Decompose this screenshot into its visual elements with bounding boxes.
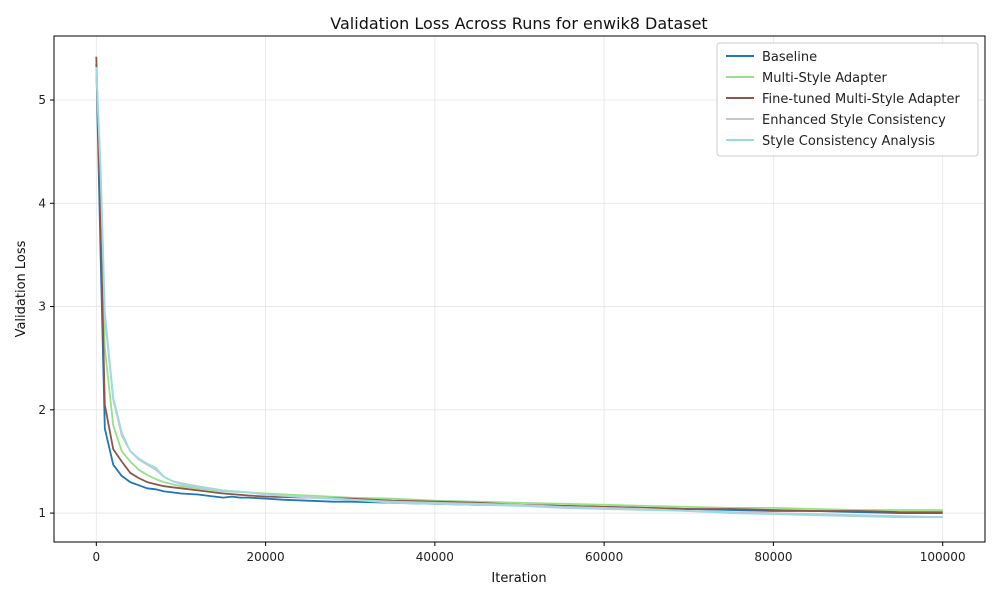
legend-label-fine-tuned-multi-style-adapter: Fine-tuned Multi-Style Adapter [762,92,961,107]
series-line-multi-style-adapter [95,68,943,511]
x-tick-label: 80000 [754,550,792,564]
x-tick-label: 20000 [246,550,284,564]
legend-box [716,42,979,157]
plot-frame [53,35,986,543]
series-line-style-consistency-analysis [95,66,943,519]
series-layer [95,56,943,519]
x-tick-label: 100000 [920,550,966,564]
x-axis-ticks: 0 20000 40000 60000 80000 100000 [92,542,966,564]
x-tick-label: 40000 [416,550,454,564]
y-tick-label: 2 [38,403,46,417]
legend-label-multi-style-adapter: Multi-Style Adapter [762,71,887,86]
chart-title: Validation Loss Across Runs for enwik8 D… [330,14,707,33]
legend-label-style-consistency-analysis: Style Consistency Analysis [762,134,935,149]
y-tick-label: 1 [38,506,46,520]
y-tick-label: 4 [38,196,46,210]
y-tick-label: 5 [38,93,46,107]
y-tick-label: 3 [38,300,46,314]
legend: Baseline Multi-Style Adapter Fine-tuned Mu… [716,42,979,157]
x-tick-label: 60000 [585,550,623,564]
x-tick-label: 0 [92,550,100,564]
y-axis-title: Validation Loss [14,240,29,337]
x-axis-title: Iteration [491,571,546,586]
series-line-fine-tuned-multi-style-adapter [95,56,943,513]
legend-label-enhanced-style-consistency: Enhanced Style Consistency [762,113,946,128]
legend-label-baseline: Baseline [762,50,817,65]
y-axis-ticks: 1 2 3 4 5 [38,93,54,520]
